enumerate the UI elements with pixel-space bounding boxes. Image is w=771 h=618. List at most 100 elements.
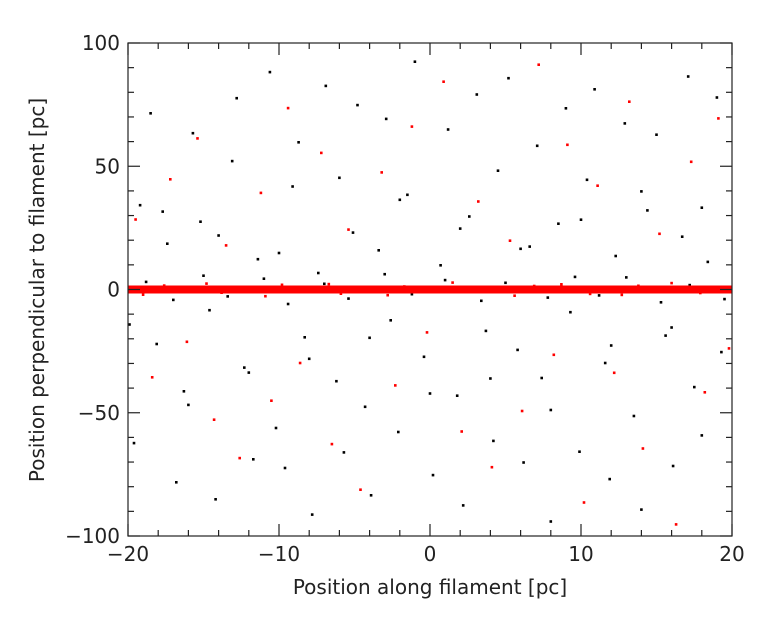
data-point: [280, 283, 284, 287]
data-point: [504, 281, 507, 285]
data-point: [608, 477, 611, 481]
data-point: [659, 301, 663, 304]
dense-band: [128, 285, 732, 294]
data-point: [205, 282, 208, 285]
data-point: [703, 391, 707, 394]
data-point: [680, 235, 684, 238]
data-point: [422, 355, 426, 359]
data-point: [593, 88, 596, 91]
data-point: [230, 159, 234, 163]
data-point: [641, 447, 645, 450]
data-point: [138, 203, 142, 207]
data-point: [243, 366, 246, 369]
data-point: [291, 185, 294, 188]
data-point: [535, 144, 539, 148]
data-point: [323, 282, 326, 286]
data-point: [513, 294, 516, 297]
data-point: [363, 405, 367, 409]
data-point: [625, 276, 628, 279]
data-point: [439, 264, 442, 267]
data-point: [383, 272, 386, 276]
data-point: [356, 103, 359, 107]
data-point: [646, 209, 649, 212]
x-tick-label: −20: [107, 542, 149, 566]
data-point: [569, 310, 572, 314]
data-point: [686, 75, 690, 78]
y-axis-label: Position perpendicular to filament [pc]: [25, 98, 49, 482]
data-point: [475, 93, 479, 96]
data-point: [150, 376, 154, 379]
data-point: [451, 281, 454, 284]
data-point: [537, 63, 540, 66]
data-point: [579, 218, 583, 221]
data-point: [640, 190, 643, 193]
data-point: [175, 481, 178, 484]
data-point: [132, 441, 136, 445]
data-point: [588, 292, 592, 296]
data-point: [546, 296, 550, 299]
data-point: [688, 283, 691, 287]
data-point: [566, 143, 569, 147]
data-point: [706, 260, 710, 264]
data-point: [460, 430, 463, 433]
data-point: [557, 222, 560, 225]
data-point: [224, 244, 228, 247]
data-point: [317, 271, 320, 275]
data-point: [723, 297, 726, 301]
data-point: [202, 274, 205, 277]
data-point: [134, 218, 137, 221]
data-point: [406, 193, 409, 197]
x-tick-label: 10: [568, 542, 593, 566]
points-layer: [128, 60, 731, 526]
y-tick-label: −50: [78, 401, 120, 425]
data-point: [480, 299, 483, 303]
data-point: [516, 348, 519, 352]
x-axis-label: Position along filament [pc]: [293, 575, 567, 599]
data-point: [522, 461, 525, 464]
data-point: [519, 247, 522, 251]
data-point: [320, 151, 323, 155]
data-point: [398, 198, 402, 202]
data-point: [564, 107, 568, 110]
data-point: [549, 408, 553, 412]
data-point: [394, 384, 397, 387]
data-point: [700, 434, 704, 437]
data-point: [425, 331, 429, 334]
data-point: [277, 251, 281, 255]
data-point: [540, 376, 543, 380]
data-point: [603, 361, 607, 365]
data-point: [410, 125, 414, 128]
x-tick-label: −10: [258, 542, 300, 566]
data-point: [664, 334, 667, 337]
data-point: [368, 336, 371, 340]
data-point: [247, 371, 251, 374]
data-point: [141, 293, 145, 296]
data-point: [384, 117, 388, 121]
data-point: [640, 508, 643, 511]
data-point: [212, 418, 216, 421]
data-point: [582, 501, 586, 504]
data-point: [274, 426, 278, 430]
data-point: [477, 200, 480, 203]
data-point: [199, 220, 202, 223]
data-point: [484, 329, 488, 333]
data-point: [573, 275, 577, 279]
data-point: [307, 357, 311, 361]
data-point: [128, 323, 131, 326]
data-point: [286, 302, 290, 306]
data-point: [655, 133, 658, 136]
data-point: [442, 80, 445, 83]
data-point: [330, 442, 334, 446]
data-point: [670, 281, 673, 285]
dense-band-layer: [128, 285, 732, 294]
x-tick-label: 20: [719, 542, 744, 566]
data-point: [508, 239, 512, 242]
data-point: [397, 430, 400, 434]
data-point: [596, 184, 599, 187]
data-point: [413, 60, 417, 63]
data-point: [720, 350, 723, 354]
data-point: [552, 353, 556, 357]
data-point: [700, 206, 704, 209]
